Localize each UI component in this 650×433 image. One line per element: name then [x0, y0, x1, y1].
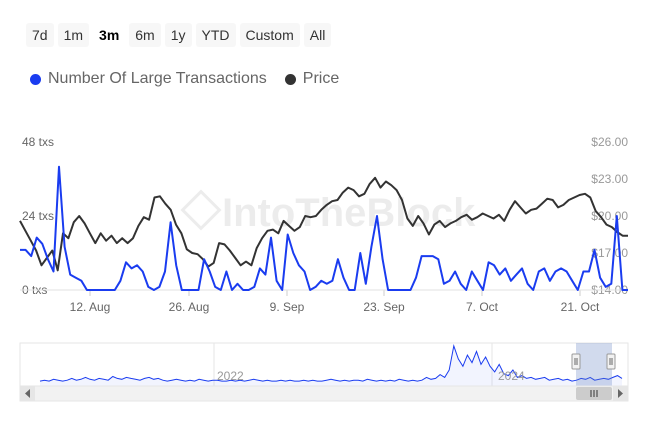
x-tick-label: 26. Aug [169, 300, 210, 314]
legend-item-price[interactable]: Price [284, 70, 340, 88]
navigator-selection-window[interactable] [576, 343, 612, 386]
legend-item-large-transactions[interactable]: Number Of Large Transactions [30, 70, 267, 88]
range-button-3m[interactable]: 3m [93, 23, 126, 47]
navigator-year-label: 2024 [498, 369, 525, 383]
y-left-tick-label: 48 txs [22, 135, 54, 149]
range-button-1m[interactable]: 1m [57, 23, 90, 47]
series-line-price[interactable] [19, 176, 628, 272]
legend-label-large-transactions: Number Of Large Transactions [48, 70, 267, 87]
chart-legend: Number Of Large Transactions Price [30, 70, 339, 88]
chevron-right-icon [618, 389, 623, 398]
navigator-handle[interactable] [571, 353, 581, 370]
y-right-tick-label: $20.00 [591, 209, 628, 223]
navigator-series-line [39, 343, 623, 382]
x-tick-label: 23. Sep [363, 300, 405, 314]
chevron-left-icon [25, 389, 30, 398]
legend-label-price: Price [302, 70, 340, 87]
scrollbar-track[interactable] [19, 385, 629, 402]
navigator-year-label: 2022 [217, 369, 244, 383]
navigator-handle[interactable] [606, 353, 616, 370]
range-selector: 7d 1m 3m 6m 1y YTD Custom All [26, 23, 332, 47]
range-button-7d[interactable]: 7d [26, 23, 54, 47]
x-tick-label: 12. Aug [70, 300, 111, 314]
range-button-all[interactable]: All [303, 23, 332, 47]
range-button-1y[interactable]: 1y [164, 23, 192, 47]
range-button-6m[interactable]: 6m [129, 23, 161, 47]
y-right-tick-label: $26.00 [591, 135, 628, 149]
y-left-tick-label: 24 txs [22, 209, 54, 223]
series-line-number-of-large-transactions[interactable] [20, 165, 628, 291]
y-right-tick-label: $23.00 [591, 172, 628, 186]
x-tick-label: 7. Oct [466, 300, 499, 314]
svg-text:IntoTheBlock: IntoTheBlock [222, 191, 476, 235]
legend-marker-large-transactions [30, 73, 41, 85]
range-button-ytd[interactable]: YTD [195, 23, 236, 47]
legend-marker-price [284, 73, 296, 85]
navigator-area [40, 345, 622, 386]
range-button-custom[interactable]: Custom [239, 23, 300, 47]
x-tick-label: 21. Oct [561, 300, 600, 314]
x-tick-label: 9. Sep [270, 300, 305, 314]
